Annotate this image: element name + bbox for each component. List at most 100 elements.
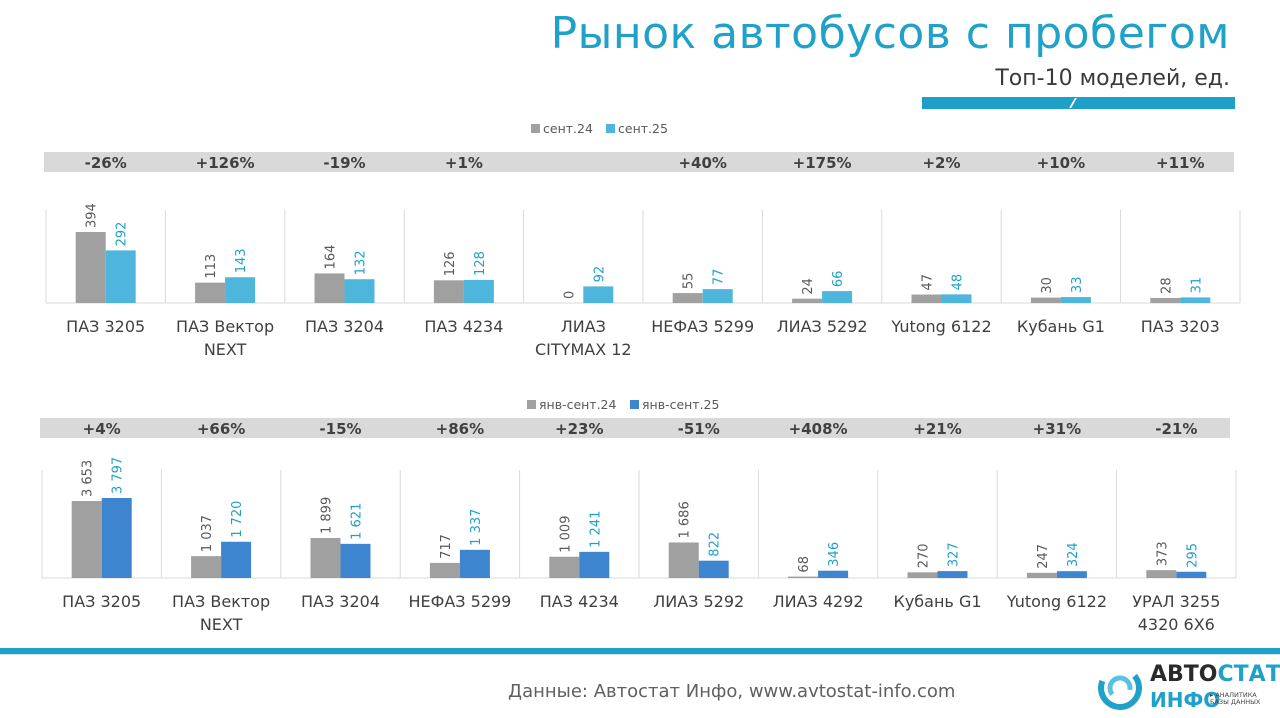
chart1-value-s2-8: 48 — [951, 274, 966, 291]
chart1-value-s1-8: 47 — [921, 274, 936, 291]
chart2-bar-s2-7 — [818, 570, 849, 578]
chart1-bar-s2-10 — [1180, 297, 1211, 303]
chart1-category-2-line2: NEXT — [204, 340, 247, 359]
chart1-value-s2-5: 92 — [592, 266, 607, 283]
chart2-value-s2-9: 324 — [1066, 542, 1081, 567]
chart2-change-3: -15% — [319, 420, 361, 438]
chart2-category-7: ЛИАЗ 4292 — [773, 592, 864, 611]
chart1-bar-s1-10 — [1150, 297, 1181, 303]
chart2-value-s2-2: 1 720 — [230, 501, 245, 538]
logo-emblem-icon — [1098, 666, 1142, 710]
chart1-bar-s1-7 — [792, 298, 823, 303]
logo-wordmark-bottom: ИНФО — [1150, 688, 1221, 712]
chart1-legend-label-2: сент.25 — [618, 121, 668, 136]
chart1-value-s1-10: 28 — [1159, 277, 1174, 294]
chart2-value-s2-3: 1 621 — [350, 503, 365, 540]
chart1-bar-s1-2 — [195, 282, 226, 303]
chart2-change-4: +86% — [436, 420, 484, 438]
chart1-bar-s2-2 — [225, 277, 256, 303]
chart1-bar-s1-3 — [314, 273, 345, 303]
chart1-value-s2-1: 292 — [115, 222, 130, 247]
chart1-bar-s2-5 — [583, 286, 614, 303]
chart2-change-6: -51% — [678, 420, 720, 438]
chart1-change-3: -19% — [323, 154, 365, 172]
chart2-value-s2-1: 3 797 — [111, 457, 126, 494]
chart2-legend-swatch-2 — [630, 400, 639, 409]
chart2-category-5: ПАЗ 4234 — [540, 592, 619, 611]
chart-jan-sep: янв-сент.24 янв-сент.25 +4% 3 653 3 797 ПАЗ 3… — [40, 397, 1237, 634]
chart1-change-7: +175% — [793, 154, 852, 172]
chart1-value-s1-1: 394 — [85, 203, 100, 228]
chart2-bar-s1-6 — [668, 542, 699, 578]
chart1-bar-s2-9 — [1060, 297, 1091, 303]
chart2-value-s1-2: 1 037 — [200, 515, 215, 552]
chart2-value-s2-8: 327 — [947, 542, 962, 567]
page-title: Рынок автобусов с пробегом — [550, 8, 1230, 59]
footer-divider-thin — [0, 654, 1280, 655]
chart1-bar-s2-7 — [822, 291, 853, 303]
chart2-value-s1-1: 3 653 — [81, 460, 96, 497]
chart1-change-1: -26% — [85, 154, 127, 172]
chart1-bar-s1-4 — [433, 280, 464, 303]
chart2-category-2-line2: NEXT — [200, 615, 243, 634]
chart2-bar-s1-3 — [310, 537, 341, 578]
chart2-change-5: +23% — [555, 420, 603, 438]
chart2-category-10-line1: УРАЛ 3255 — [1132, 592, 1220, 611]
chart2-bar-s1-2 — [191, 556, 222, 578]
chart2-bar-s1-4 — [429, 562, 460, 578]
chart2-category-3: ПАЗ 3204 — [301, 592, 380, 611]
chart1-value-s2-3: 132 — [354, 250, 369, 275]
chart1-value-s1-4: 126 — [443, 251, 458, 276]
chart1-change-2: +126% — [196, 154, 255, 172]
chart1-value-s2-7: 66 — [831, 271, 846, 288]
chart2-change-2: +66% — [197, 420, 245, 438]
chart2-bar-s2-10 — [1176, 571, 1207, 578]
chart2-bar-s2-8 — [937, 571, 968, 578]
chart2-legend-label-1: янв-сент.24 — [539, 397, 617, 412]
chart2-bar-s2-1 — [101, 498, 132, 578]
chart2-change-1: +4% — [83, 420, 121, 438]
chart1-category-3: ПАЗ 3204 — [305, 317, 384, 336]
chart2-change-band — [40, 418, 1230, 438]
footer-divider — [0, 648, 1280, 654]
title-accent-bar — [922, 97, 1235, 109]
chart2-category-2-line1: ПАЗ Вектор — [172, 592, 270, 611]
chart1-bar-s2-4 — [463, 279, 494, 303]
chart1-change-8: +2% — [922, 154, 960, 172]
chart2-change-8: +21% — [913, 420, 961, 438]
chart2-bar-s2-2 — [221, 541, 252, 578]
chart1-legend-swatch-2 — [606, 124, 615, 133]
chart1-value-s2-9: 33 — [1070, 277, 1085, 294]
chart1-category-5-line2: CITYMAX 12 — [535, 340, 632, 359]
chart1-bar-s2-1 — [105, 250, 136, 303]
logo-wordmark-top: АВТОСТАТ — [1150, 662, 1280, 687]
chart1-value-s2-6: 77 — [712, 269, 727, 286]
logo-tagline: ▸ АНАЛИТИКА БАЗЫ ДАННЫХ — [1210, 691, 1261, 706]
chart1-legend: сент.24 сент.25 — [531, 121, 668, 136]
chart2-change-10: -21% — [1155, 420, 1197, 438]
page-subtitle: Топ-10 моделей, ед. — [995, 66, 1230, 91]
chart2-category-1: ПАЗ 3205 — [62, 592, 141, 611]
chart1-value-s1-2: 113 — [204, 254, 219, 279]
chart1-category-2-line1: ПАЗ Вектор — [176, 317, 274, 336]
chart2-legend-label-2: янв-сент.25 — [642, 397, 719, 412]
chart1-change-9: +10% — [1037, 154, 1085, 172]
chart1-value-s1-6: 55 — [682, 273, 697, 290]
chart1-category-6: НЕФАЗ 5299 — [651, 317, 754, 336]
chart2-value-s1-8: 270 — [917, 543, 932, 568]
chart2-bar-s1-8 — [907, 572, 938, 578]
chart2-change-7: +408% — [789, 420, 848, 438]
chart1-bar-s2-3 — [344, 279, 375, 303]
chart1-value-s2-10: 31 — [1189, 277, 1204, 294]
chart-september: сент.24 сент.25 -26% 394 292 ПАЗ 3205 +126% 113… — [44, 121, 1241, 359]
chart2-value-s2-10: 295 — [1185, 543, 1200, 568]
chart2-category-10-line2: 4320 6X6 — [1138, 615, 1215, 634]
chart2-change-9: +31% — [1033, 420, 1081, 438]
chart2-category-4: НЕФАЗ 5299 — [408, 592, 511, 611]
chart2-bar-s2-3 — [340, 543, 371, 578]
chart1-value-s2-2: 143 — [234, 248, 249, 273]
chart2-bar-s1-5 — [549, 556, 580, 578]
chart2-bar-s2-4 — [459, 549, 490, 578]
chart1-bar-s1-8 — [911, 294, 942, 303]
chart1-value-s1-7: 24 — [801, 278, 816, 295]
